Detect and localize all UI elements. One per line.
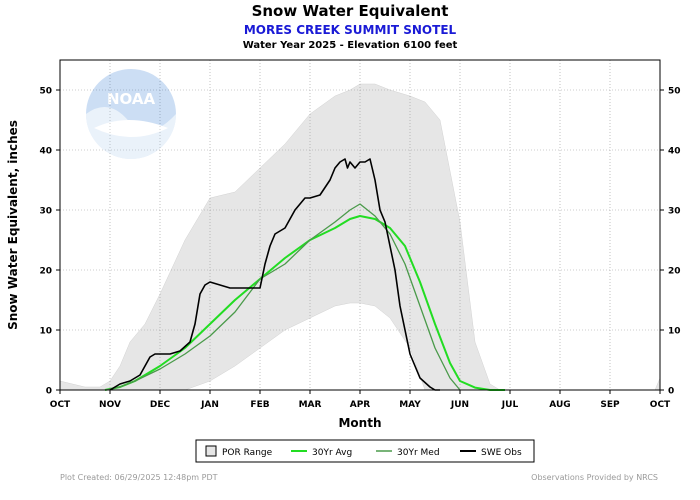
noaa-logo-text: NOAA	[107, 90, 156, 108]
plot-created-note: Plot Created: 06/29/2025 12:48pm PDT	[60, 473, 218, 482]
series-30yr-avg-line	[104, 215, 505, 391]
x-tick-label: OCT	[650, 400, 671, 410]
y-tick-label-right: 50	[668, 87, 681, 97]
x-tick-label: OCT	[50, 400, 71, 410]
legend-label-med: 30Yr Med	[397, 448, 440, 458]
y-tick-label-right: 30	[668, 207, 681, 217]
x-tick-label: FEB	[250, 400, 269, 410]
legend-label-por: POR Range	[222, 448, 273, 458]
x-tick-label: JUN	[450, 400, 469, 410]
axis-layer: 0 0 10 10 20 20 30 30 40 40 50 50 OCT NOV DEC JAN FEB MAR…	[39, 87, 680, 411]
y-tick-label-left: 40	[39, 147, 52, 157]
x-tick-label: JUL	[501, 400, 519, 410]
legend-swatch-por	[205, 445, 217, 457]
x-tick-label: APR	[350, 400, 371, 410]
grid-layer	[60, 60, 660, 390]
x-tick-label: DEC	[150, 400, 171, 410]
data-provider-note: Observations Provided by NRCS	[531, 473, 658, 482]
y-tick-label-right: 0	[668, 387, 674, 397]
x-axis-label: Month	[338, 416, 381, 430]
chart-subtitle: Water Year 2025 - Elevation 6100 feet	[242, 40, 458, 51]
y-tick-label-right: 20	[668, 267, 681, 277]
legend: POR Range 30Yr Avg 30Yr Med SWE Obs	[195, 439, 535, 463]
series-swe-obs-line	[109, 158, 440, 391]
x-tick-label: NOV	[99, 400, 121, 410]
x-tick-label: MAY	[399, 400, 421, 410]
y-axis-label: Snow Water Equivalent, inches	[6, 120, 20, 330]
x-tick-label: AUG	[549, 400, 570, 410]
noaa-logo: NOAA	[86, 69, 176, 159]
station-name: MORES CREEK SUMMIT SNOTEL	[243, 23, 457, 37]
x-tick-label: MAR	[299, 400, 322, 410]
y-tick-label-left: 30	[39, 207, 52, 217]
series-30yr-med-line	[104, 203, 461, 391]
y-tick-label-left: 10	[39, 327, 52, 337]
y-tick-label-left: 50	[39, 87, 52, 97]
y-tick-label-right: 10	[668, 327, 681, 337]
series-layer	[104, 158, 505, 391]
legend-label-obs: SWE Obs	[481, 448, 522, 458]
x-tick-label: SEP	[600, 400, 620, 410]
y-tick-label-right: 40	[668, 147, 681, 157]
legend-box	[195, 439, 535, 463]
legend-label-avg: 30Yr Avg	[312, 448, 352, 458]
y-tick-label-left: 20	[39, 267, 52, 277]
x-tick-label: JAN	[200, 400, 219, 410]
chart-title: Snow Water Equivalent	[251, 2, 449, 20]
y-tick-label-left: 0	[46, 387, 52, 397]
